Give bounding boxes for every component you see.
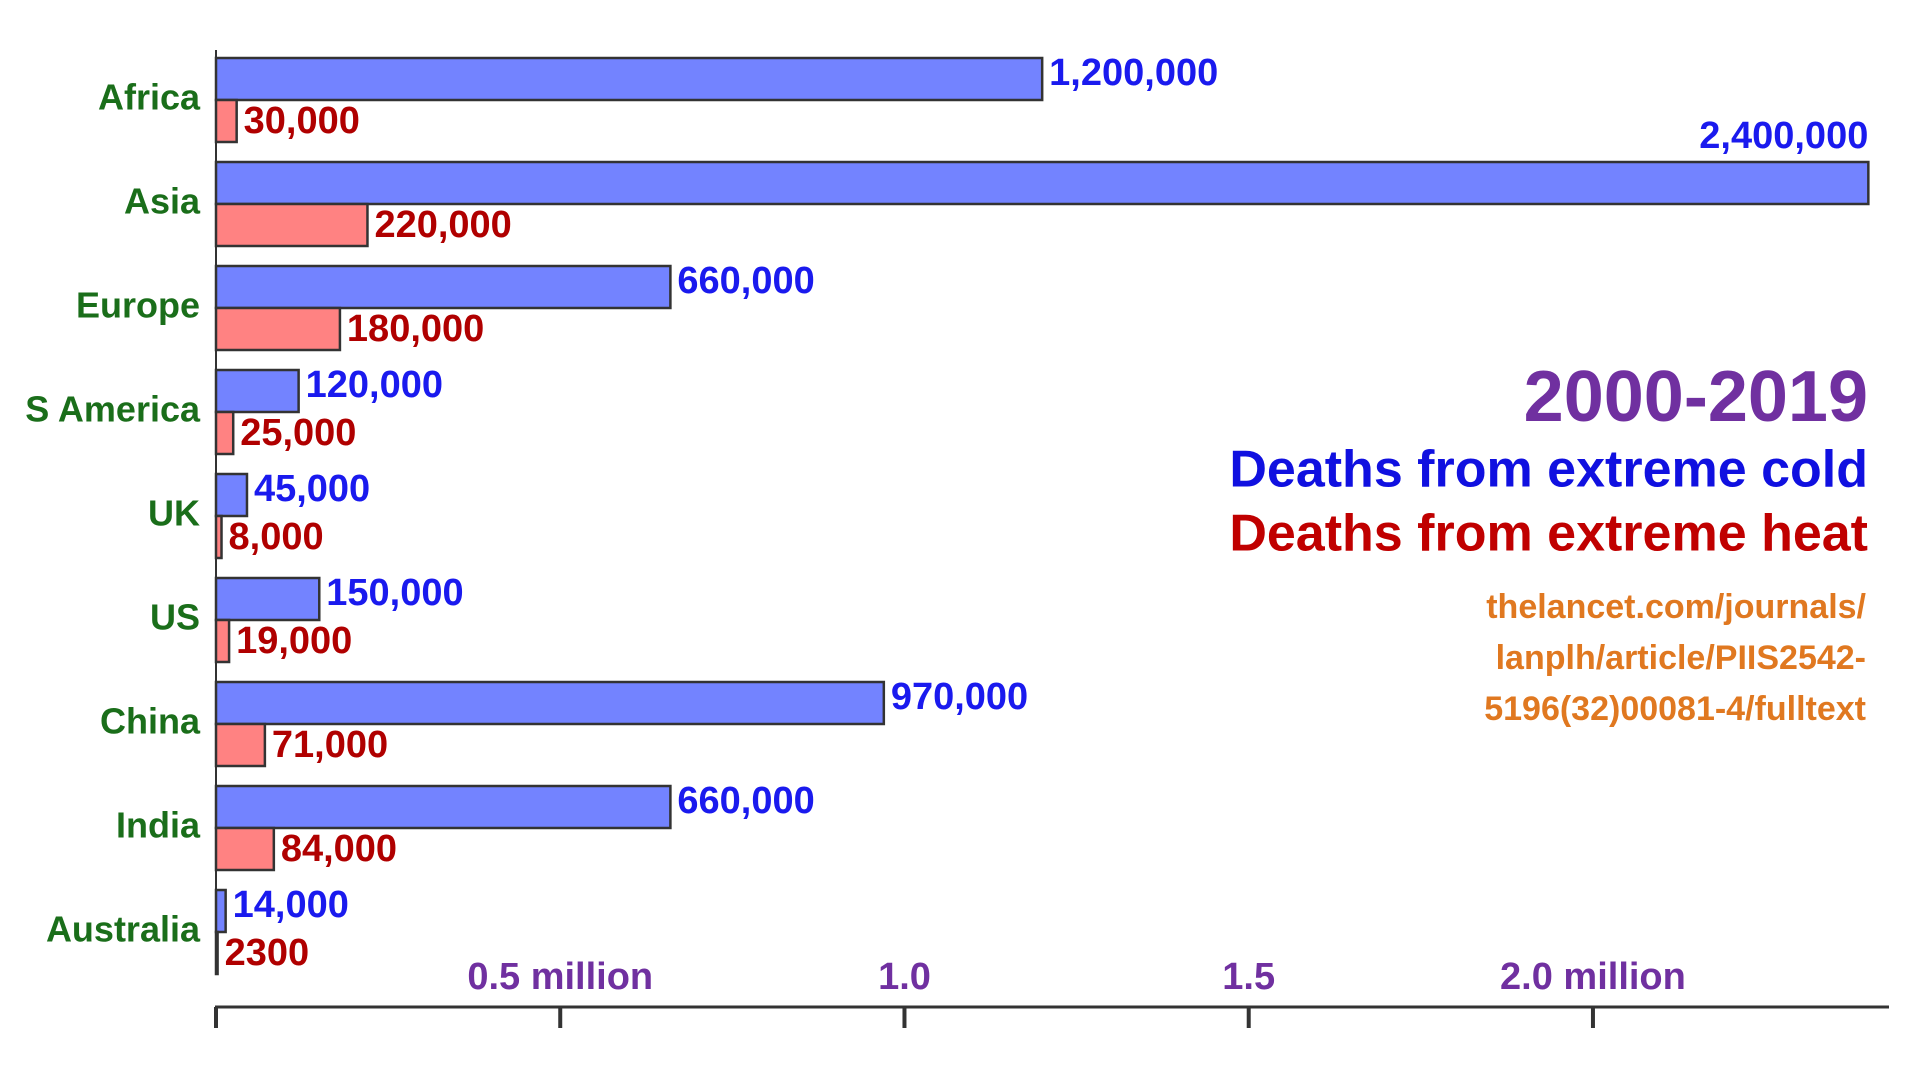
value-label: 180,000: [347, 308, 484, 350]
value-label: 8,000: [229, 516, 324, 558]
value-label: 120,000: [306, 364, 443, 406]
x-tick-label: 2.0 million: [1500, 956, 1686, 998]
bar: [214, 98, 238, 144]
value-label: 660,000: [677, 260, 814, 302]
bar: [214, 472, 249, 518]
value-label: 71,000: [272, 724, 388, 766]
value-label: 84,000: [281, 828, 397, 870]
value-label: 25,000: [240, 412, 356, 454]
value-label: 14,000: [233, 884, 349, 926]
source-line: lanplh/article/PIIS2542-: [1496, 639, 1866, 677]
value-label: 2300: [225, 932, 310, 974]
value-label: 660,000: [677, 780, 814, 822]
chart-title: 2000-2019: [1524, 357, 1868, 437]
y-tick-label: US: [150, 597, 200, 638]
y-tick-label: China: [100, 701, 201, 742]
bar: [214, 202, 369, 248]
bar: [214, 514, 223, 560]
bar: [214, 160, 1870, 206]
bar: [214, 722, 267, 768]
value-label: 45,000: [254, 468, 370, 510]
bar: [214, 56, 1044, 102]
value-label: 19,000: [236, 620, 352, 662]
x-tick-label: 1.5: [1222, 956, 1275, 998]
bar: [214, 930, 219, 976]
bar: [214, 306, 342, 352]
y-tick-label: Africa: [98, 77, 201, 118]
bar: [214, 264, 672, 310]
y-tick-label: Australia: [46, 909, 201, 950]
bar: [214, 826, 276, 872]
y-tick-label: S America: [25, 389, 201, 430]
value-label: 30,000: [244, 100, 360, 142]
value-label: 150,000: [326, 572, 463, 614]
bar: [214, 410, 235, 456]
bar: [214, 784, 672, 830]
bar: [214, 680, 886, 726]
legend-cold: Deaths from extreme cold: [1229, 441, 1868, 499]
y-tick-label: Asia: [124, 181, 201, 222]
x-tick-label: 0.5 million: [467, 956, 653, 998]
value-label: 970,000: [891, 676, 1028, 718]
bar: [214, 618, 231, 664]
y-tick-label: UK: [148, 493, 200, 534]
legend-heat: Deaths from extreme heat: [1229, 505, 1868, 563]
y-tick-label: Europe: [76, 285, 200, 326]
bar: [214, 576, 321, 622]
value-label: 1,200,000: [1049, 52, 1218, 94]
source-line: 5196(32)00081-4/fulltext: [1484, 690, 1866, 728]
bar: [214, 368, 300, 414]
x-tick-label: 1.0: [878, 956, 931, 998]
source-line: thelancet.com/journals/: [1486, 588, 1866, 626]
y-tick-label: India: [116, 805, 201, 846]
bar: [214, 888, 227, 934]
value-label: 2,400,000: [1699, 115, 1868, 157]
value-label: 220,000: [374, 204, 511, 246]
